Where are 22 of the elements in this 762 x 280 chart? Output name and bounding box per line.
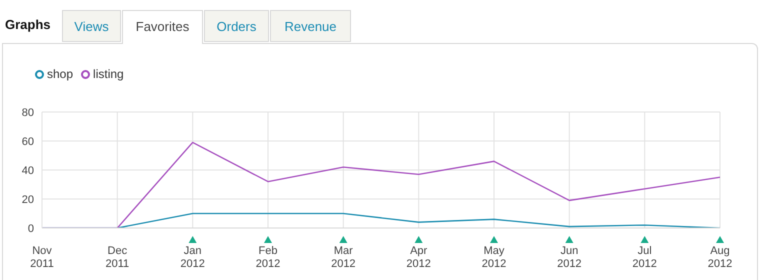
- x-tick-label: Jun 2012: [557, 245, 582, 270]
- x-tick-label: Apr 2012: [406, 245, 431, 270]
- text: Orders: [204, 10, 269, 42]
- y-tick-label: 0: [28, 222, 34, 235]
- x-tick-label: Jul 2012: [632, 245, 657, 270]
- text: Revenue: [270, 10, 351, 42]
- x-tick-label: Mar 2012: [331, 245, 356, 270]
- y-tick-label: 20: [22, 194, 34, 206]
- text: Favorites: [122, 10, 203, 44]
- y-tick-label: 80: [22, 106, 34, 119]
- x-tick-label: May 2012: [482, 245, 506, 270]
- x-tick-label: Jan 2012: [180, 245, 205, 270]
- legend-label: shop: [46, 67, 74, 81]
- y-tick-label: 60: [22, 136, 34, 148]
- chart-title: Graphs: [5, 17, 51, 32]
- x-tick-label: Feb 2012: [256, 245, 280, 270]
- x-tick-label: Aug 2012: [708, 245, 732, 270]
- legend-label: listing: [92, 67, 124, 81]
- y-tick-label: 40: [22, 164, 34, 177]
- x-tick-label: Dec 2011: [106, 245, 130, 270]
- x-tick-label: Nov 2011: [30, 245, 54, 270]
- text: Views: [62, 10, 121, 42]
